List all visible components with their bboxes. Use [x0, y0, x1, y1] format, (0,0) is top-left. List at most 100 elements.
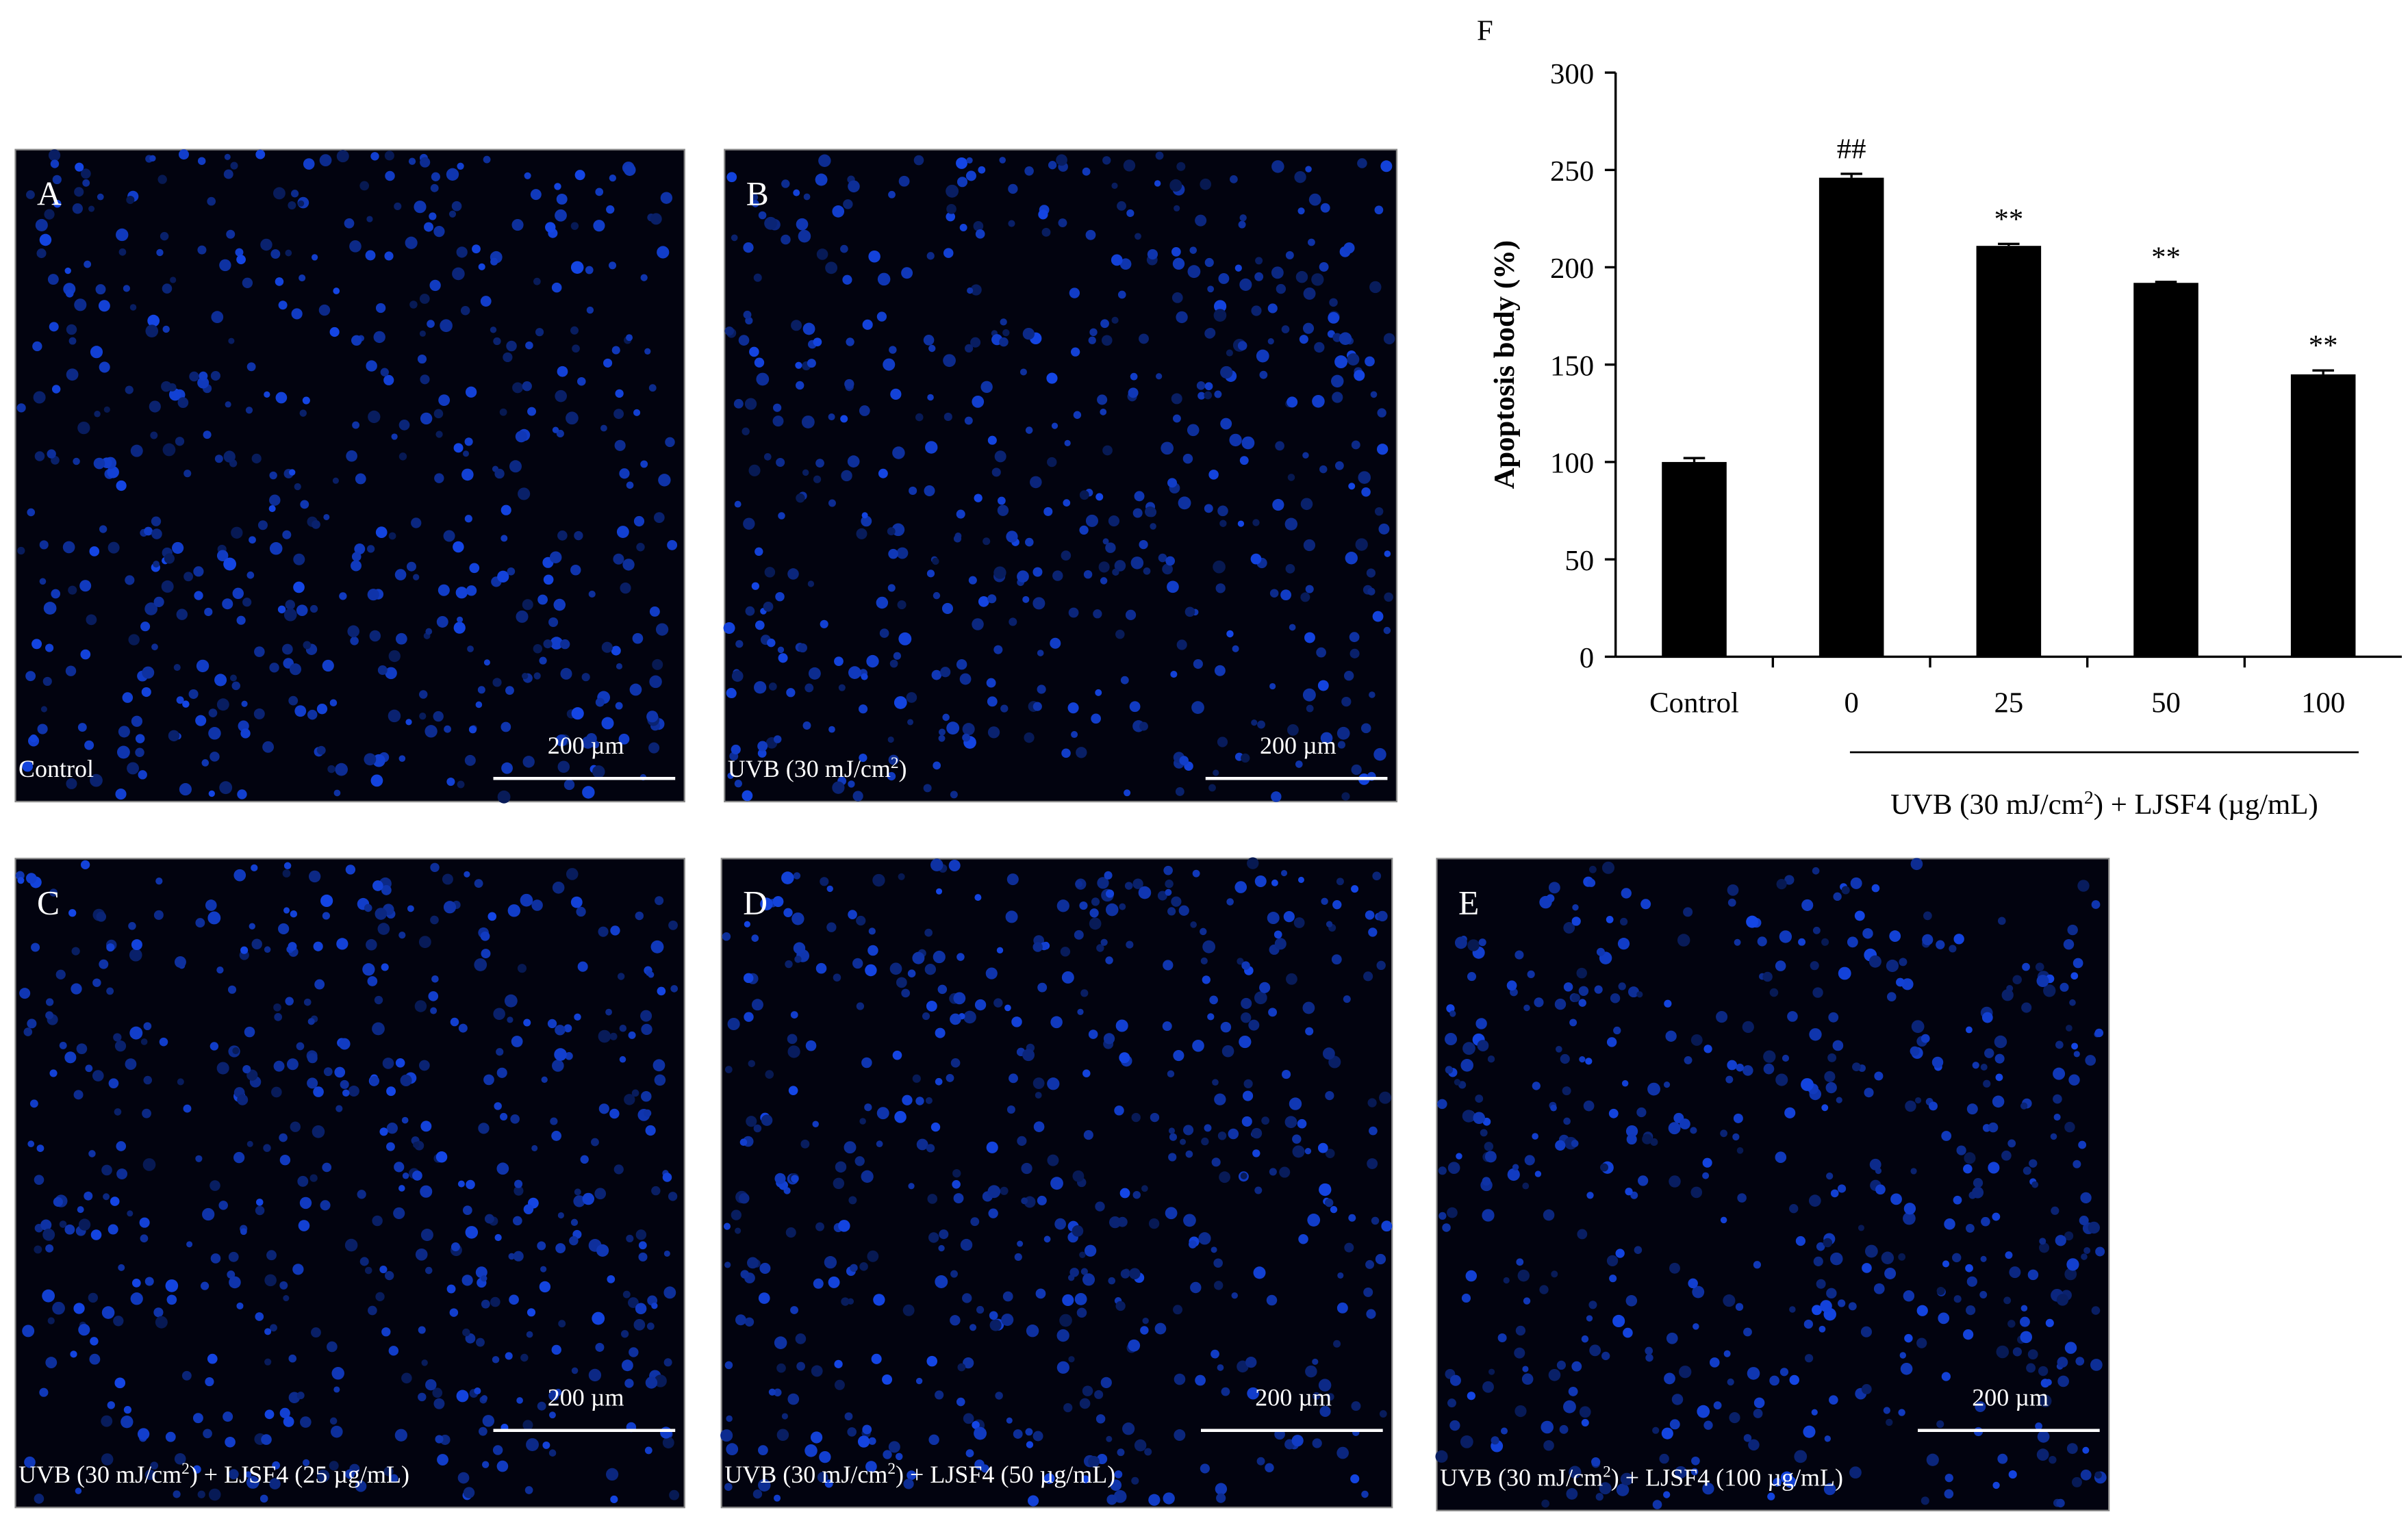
nucleus: [598, 1103, 609, 1114]
nucleus: [1019, 368, 1027, 376]
nucleus: [1266, 1294, 1278, 1306]
nucleus: [654, 1074, 666, 1086]
nucleus: [1200, 957, 1208, 964]
nucleus: [618, 733, 630, 745]
nucleus: [1313, 1392, 1321, 1400]
nucleus: [285, 600, 295, 610]
nucleus: [377, 665, 388, 675]
nucleus: [1105, 542, 1116, 553]
nucleus: [514, 1186, 524, 1196]
nucleus: [34, 1494, 45, 1504]
nucleus: [199, 371, 208, 381]
nucleus: [494, 1233, 502, 1242]
nucleus: [1826, 1172, 1834, 1180]
nucleus: [1661, 1427, 1673, 1439]
nucleus: [229, 1276, 241, 1289]
panel-caption-rest: ) + LJSF4 (100 µg/mL): [1611, 1464, 1843, 1492]
nucleus: [293, 553, 305, 565]
nucleus: [987, 435, 997, 445]
nucleus: [22, 1324, 35, 1338]
nucleus: [400, 1074, 412, 1086]
nucleus: [828, 1276, 840, 1288]
nucleus: [1176, 311, 1188, 324]
nucleus: [986, 1141, 998, 1153]
nucleus: [1178, 496, 1191, 510]
nucleus: [1941, 1131, 1952, 1141]
nucleus: [724, 326, 735, 336]
nucleus: [1294, 170, 1306, 183]
nucleus: [552, 426, 559, 433]
nucleus: [23, 1027, 33, 1036]
nucleus: [862, 319, 873, 330]
nucleus: [1484, 1142, 1494, 1151]
nucleus: [617, 973, 625, 980]
nucleus: [1245, 1356, 1257, 1368]
nucleus: [1435, 1450, 1448, 1463]
nucleus: [1231, 1292, 1238, 1299]
nucleus: [475, 701, 483, 708]
nucleus: [384, 151, 394, 161]
nucleus: [888, 754, 899, 765]
nucleus: [588, 590, 596, 598]
nucleus: [991, 468, 1001, 477]
nucleus: [409, 300, 418, 309]
nucleus: [1341, 792, 1350, 801]
nucleus: [1130, 372, 1138, 381]
nucleus: [153, 561, 160, 568]
nucleus: [245, 407, 253, 414]
nucleus: [570, 565, 581, 576]
nucleus: [622, 1290, 631, 1298]
nucleus: [283, 907, 290, 914]
nucleus: [1868, 955, 1881, 968]
nucleus: [1523, 1297, 1531, 1305]
nucleus: [828, 413, 835, 421]
nucleus: [90, 346, 103, 359]
nucleus: [970, 1217, 980, 1227]
nucleus: [858, 704, 868, 714]
nucleus: [1992, 1212, 2001, 1221]
nucleus: [744, 398, 757, 410]
nucleus: [758, 1445, 768, 1455]
nucleus: [924, 928, 933, 937]
nucleus: [1017, 570, 1029, 583]
nucleus: [1488, 1368, 1495, 1375]
nucleus: [98, 300, 110, 312]
nucleus: [946, 1073, 954, 1082]
nucleus: [1289, 1097, 1302, 1110]
nucleus: [1813, 1256, 1823, 1266]
nucleus: [116, 1141, 127, 1151]
nucleus: [563, 779, 575, 791]
nucleus: [1316, 647, 1326, 658]
nucleus: [1050, 637, 1061, 649]
nucleus: [1579, 1056, 1586, 1063]
nucleus: [974, 494, 983, 502]
panel-label: E: [1458, 884, 1479, 921]
nucleus: [974, 1426, 987, 1440]
nucleus: [1736, 1063, 1745, 1072]
nucleus: [49, 1069, 58, 1077]
nucleus: [1664, 999, 1672, 1008]
nucleus: [611, 346, 620, 355]
nucleus: [1563, 1400, 1576, 1413]
nucleus: [815, 962, 827, 974]
nucleus: [785, 960, 793, 969]
nucleus: [480, 931, 490, 941]
nucleus: [645, 1125, 656, 1136]
nucleus: [1512, 1164, 1519, 1170]
nucleus: [26, 190, 35, 199]
nucleus: [279, 1133, 288, 1142]
nucleus: [791, 320, 802, 331]
nucleus: [937, 984, 948, 995]
nucleus: [724, 1483, 733, 1492]
nucleus: [987, 696, 998, 707]
nucleus: [462, 1205, 472, 1215]
nucleus: [598, 1029, 611, 1043]
nucleus: [987, 726, 1000, 739]
nucleus: [1187, 265, 1201, 279]
nucleus: [628, 1031, 636, 1039]
nucleus: [414, 1000, 427, 1012]
nucleus: [201, 759, 210, 767]
nucleus: [288, 942, 297, 951]
nucleus: [751, 934, 759, 942]
